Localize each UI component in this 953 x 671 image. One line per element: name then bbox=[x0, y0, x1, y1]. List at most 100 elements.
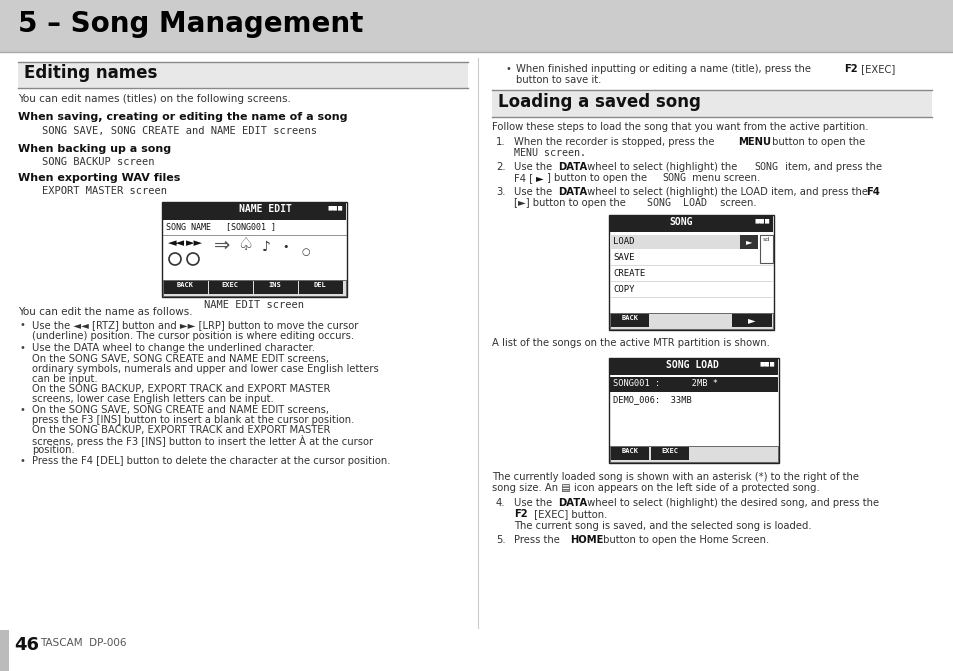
Text: MENU screen.: MENU screen. bbox=[514, 148, 585, 158]
Text: SAVE: SAVE bbox=[613, 253, 634, 262]
Text: SONG NAME   [SONG001 ]: SONG NAME [SONG001 ] bbox=[166, 222, 275, 231]
Text: [EXEC] button.: [EXEC] button. bbox=[531, 509, 607, 519]
Text: ■■■: ■■■ bbox=[759, 361, 774, 366]
Text: INS: INS bbox=[269, 282, 281, 288]
Bar bbox=[492, 91, 931, 117]
Text: ►: ► bbox=[747, 315, 755, 325]
Text: 4.: 4. bbox=[496, 498, 505, 508]
Bar bbox=[0, 0, 953, 52]
Text: You can edit names (titles) on the following screens.: You can edit names (titles) on the follo… bbox=[18, 94, 291, 104]
Text: Use the ◄◄ [RTZ] button and ►► [LRP] button to move the cursor: Use the ◄◄ [RTZ] button and ►► [LRP] but… bbox=[32, 320, 358, 330]
Text: BACK: BACK bbox=[176, 282, 193, 288]
Bar bbox=[253, 281, 297, 294]
Bar bbox=[0, 630, 9, 671]
Text: EXEC: EXEC bbox=[660, 448, 678, 454]
Text: Press the: Press the bbox=[514, 535, 562, 545]
Bar bbox=[298, 281, 343, 294]
Text: SONG: SONG bbox=[661, 173, 685, 183]
Text: The current song is saved, and the selected song is loaded.: The current song is saved, and the selec… bbox=[514, 521, 811, 531]
Bar bbox=[163, 203, 346, 220]
Text: On the SONG BACKUP, EXPORT TRACK and EXPORT MASTER: On the SONG BACKUP, EXPORT TRACK and EXP… bbox=[32, 425, 330, 435]
Text: Press the F4 [DEL] button to delete the character at the cursor position.: Press the F4 [DEL] button to delete the … bbox=[32, 456, 390, 466]
Text: ◄◄: ◄◄ bbox=[168, 238, 185, 248]
Text: The currently loaded song is shown with an asterisk (*) to the right of the: The currently loaded song is shown with … bbox=[492, 472, 858, 482]
Text: SONG001 :      2MB *: SONG001 : 2MB * bbox=[613, 379, 718, 388]
Text: DATA: DATA bbox=[558, 187, 587, 197]
Text: On the SONG BACKUP, EXPORT TRACK and EXPORT MASTER: On the SONG BACKUP, EXPORT TRACK and EXP… bbox=[32, 384, 330, 394]
Bar bbox=[731, 314, 771, 327]
Text: ♤: ♤ bbox=[236, 236, 253, 254]
Text: •: • bbox=[20, 405, 26, 415]
Text: •: • bbox=[20, 456, 26, 466]
Text: 3.: 3. bbox=[496, 187, 505, 197]
Bar bbox=[609, 313, 772, 329]
Bar bbox=[608, 358, 779, 463]
Text: ○: ○ bbox=[302, 247, 310, 257]
Text: SONG: SONG bbox=[753, 162, 778, 172]
Text: press the F3 [INS] button to insert a blank at the cursor position.: press the F3 [INS] button to insert a bl… bbox=[32, 415, 354, 425]
Text: 1.: 1. bbox=[496, 137, 505, 147]
Text: NAME EDIT screen: NAME EDIT screen bbox=[204, 300, 304, 310]
Bar bbox=[609, 216, 772, 232]
Text: SONG  LOAD: SONG LOAD bbox=[646, 198, 706, 208]
Text: wheel to select (highlight) the desired song, and press the: wheel to select (highlight) the desired … bbox=[583, 498, 879, 508]
Circle shape bbox=[169, 253, 181, 265]
Bar bbox=[162, 202, 347, 297]
Text: F4 [: F4 [ bbox=[514, 173, 533, 183]
Text: When finished inputting or editing a name (title), press the: When finished inputting or editing a nam… bbox=[516, 64, 813, 74]
Text: When backing up a song: When backing up a song bbox=[18, 144, 171, 154]
Text: SONG: SONG bbox=[668, 217, 692, 227]
Circle shape bbox=[187, 253, 199, 265]
Text: 5.: 5. bbox=[496, 535, 505, 545]
Text: (underline) position. The cursor position is where editing occurs.: (underline) position. The cursor positio… bbox=[32, 331, 354, 341]
Text: button to open the: button to open the bbox=[768, 137, 864, 147]
Text: F4: F4 bbox=[865, 187, 879, 197]
Text: button to save it.: button to save it. bbox=[516, 75, 600, 85]
Text: TASCAM  DP-006: TASCAM DP-006 bbox=[40, 638, 127, 648]
Text: wheel to select (highlight) the: wheel to select (highlight) the bbox=[583, 162, 740, 172]
Bar bbox=[760, 235, 772, 263]
Text: Editing names: Editing names bbox=[24, 64, 157, 82]
Text: DEMO_006:  33MB: DEMO_006: 33MB bbox=[613, 395, 691, 404]
Text: sd: sd bbox=[761, 237, 769, 242]
Text: ⇒: ⇒ bbox=[213, 236, 230, 255]
Text: DATA: DATA bbox=[558, 498, 587, 508]
Text: item, and press the: item, and press the bbox=[781, 162, 882, 172]
Text: ►: ► bbox=[745, 237, 752, 246]
Bar bbox=[609, 235, 740, 249]
Text: Use the DATA wheel to change the underlined character.: Use the DATA wheel to change the underli… bbox=[32, 343, 314, 353]
Bar bbox=[609, 446, 778, 462]
Bar bbox=[209, 281, 253, 294]
Bar bbox=[610, 447, 648, 460]
Text: When exporting WAV files: When exporting WAV files bbox=[18, 173, 180, 183]
Bar bbox=[164, 281, 208, 294]
Text: F2: F2 bbox=[514, 509, 527, 519]
Text: •: • bbox=[282, 242, 288, 252]
Text: EXPORT MASTER screen: EXPORT MASTER screen bbox=[42, 186, 167, 196]
Text: Use the: Use the bbox=[514, 187, 555, 197]
Bar bbox=[650, 447, 688, 460]
Text: button to open the Home Screen.: button to open the Home Screen. bbox=[599, 535, 768, 545]
Bar bbox=[740, 235, 758, 249]
Text: [EXEC]: [EXEC] bbox=[857, 64, 894, 74]
Text: menu screen.: menu screen. bbox=[688, 173, 760, 183]
Text: Use the: Use the bbox=[514, 498, 555, 508]
Text: •: • bbox=[20, 320, 26, 330]
Bar bbox=[18, 62, 468, 88]
Text: wheel to select (highlight) the LOAD item, and press the: wheel to select (highlight) the LOAD ite… bbox=[583, 187, 870, 197]
Text: NAME EDIT: NAME EDIT bbox=[239, 204, 292, 214]
Text: song size. An ▤ icon appears on the left side of a protected song.: song size. An ▤ icon appears on the left… bbox=[492, 483, 819, 493]
Text: MENU: MENU bbox=[738, 137, 770, 147]
Text: ] button to open the: ] button to open the bbox=[546, 173, 650, 183]
Text: SONG LOAD: SONG LOAD bbox=[665, 360, 719, 370]
Text: ■■■: ■■■ bbox=[327, 205, 343, 210]
Text: SONG BACKUP screen: SONG BACKUP screen bbox=[42, 157, 154, 167]
Text: can be input.: can be input. bbox=[32, 374, 97, 384]
Text: screens, press the F3 [INS] button to insert the letter À at the cursor: screens, press the F3 [INS] button to in… bbox=[32, 435, 373, 447]
Bar bbox=[609, 377, 778, 392]
Text: EXEC: EXEC bbox=[221, 282, 238, 288]
Text: HOME: HOME bbox=[569, 535, 602, 545]
Text: Loading a saved song: Loading a saved song bbox=[497, 93, 700, 111]
Bar bbox=[609, 359, 778, 375]
Text: COPY: COPY bbox=[613, 285, 634, 294]
